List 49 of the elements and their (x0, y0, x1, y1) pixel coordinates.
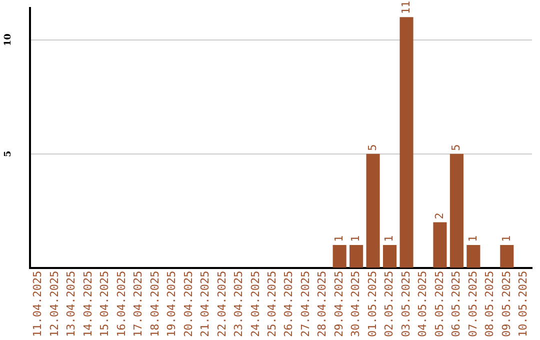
data-label: 5 (450, 144, 463, 151)
bar (350, 244, 364, 268)
x-tick-label: 15.04.2025 (98, 270, 112, 338)
x-tick-label: 29.04.2025 (332, 270, 346, 338)
data-label: 1 (349, 235, 362, 242)
x-tick-label: 25.04.2025 (265, 270, 278, 338)
y-tick-label: 10 (3, 34, 14, 46)
x-tick-label: 28.04.2025 (316, 270, 329, 338)
data-label: 1 (382, 235, 396, 242)
x-tick-label: 17.04.2025 (132, 270, 145, 338)
x-tick-label: 23.04.2025 (232, 270, 246, 338)
x-tick-label: 30.04.2025 (349, 270, 362, 338)
x-tick-label: 11.04.2025 (31, 270, 44, 338)
bar (366, 154, 380, 268)
data-label: 5 (366, 144, 379, 151)
x-tick-label: 16.04.2025 (114, 270, 128, 338)
data-label: 11 (399, 0, 412, 14)
x-tick-label: 12.04.2025 (48, 270, 61, 338)
x-tick-label: 04.05.2025 (416, 270, 430, 338)
x-tick-label: 19.04.2025 (165, 270, 178, 338)
x-tick-label: 08.05.2025 (483, 270, 496, 338)
x-tick-label: 02.05.2025 (382, 270, 396, 338)
x-tick-label: 21.04.2025 (198, 270, 212, 338)
x-tick-label: 09.05.2025 (500, 270, 513, 338)
bar (332, 244, 346, 268)
x-tick-label: 13.04.2025 (64, 270, 78, 338)
x-tick-label: 18.04.2025 (148, 270, 162, 338)
bar (382, 244, 397, 268)
x-tick-label: 24.04.2025 (248, 270, 262, 338)
x-tick-label: 06.05.2025 (450, 270, 463, 338)
bar (400, 17, 414, 268)
x-tick-label: 07.05.2025 (466, 270, 480, 338)
bar (500, 244, 514, 268)
x-tick-label: 27.04.2025 (298, 270, 312, 338)
bar (433, 222, 447, 268)
bar (450, 154, 464, 268)
x-tick-label: 14.04.2025 (81, 270, 94, 338)
data-label: 1 (500, 235, 513, 242)
x-tick-label: 01.05.2025 (366, 270, 379, 338)
x-tick-label: 10.05.2025 (516, 270, 530, 338)
data-label: 2 (432, 212, 446, 220)
x-tick-label: 22.04.2025 (215, 270, 228, 338)
bar (466, 244, 480, 268)
x-tick-label: 20.04.2025 (182, 270, 195, 338)
data-label: 1 (332, 235, 346, 242)
x-tick-label: 05.05.2025 (432, 270, 446, 338)
data-label: 1 (466, 235, 480, 242)
x-tick-label: 26.04.2025 (282, 270, 296, 338)
x-tick-label: 03.05.2025 (399, 270, 412, 338)
